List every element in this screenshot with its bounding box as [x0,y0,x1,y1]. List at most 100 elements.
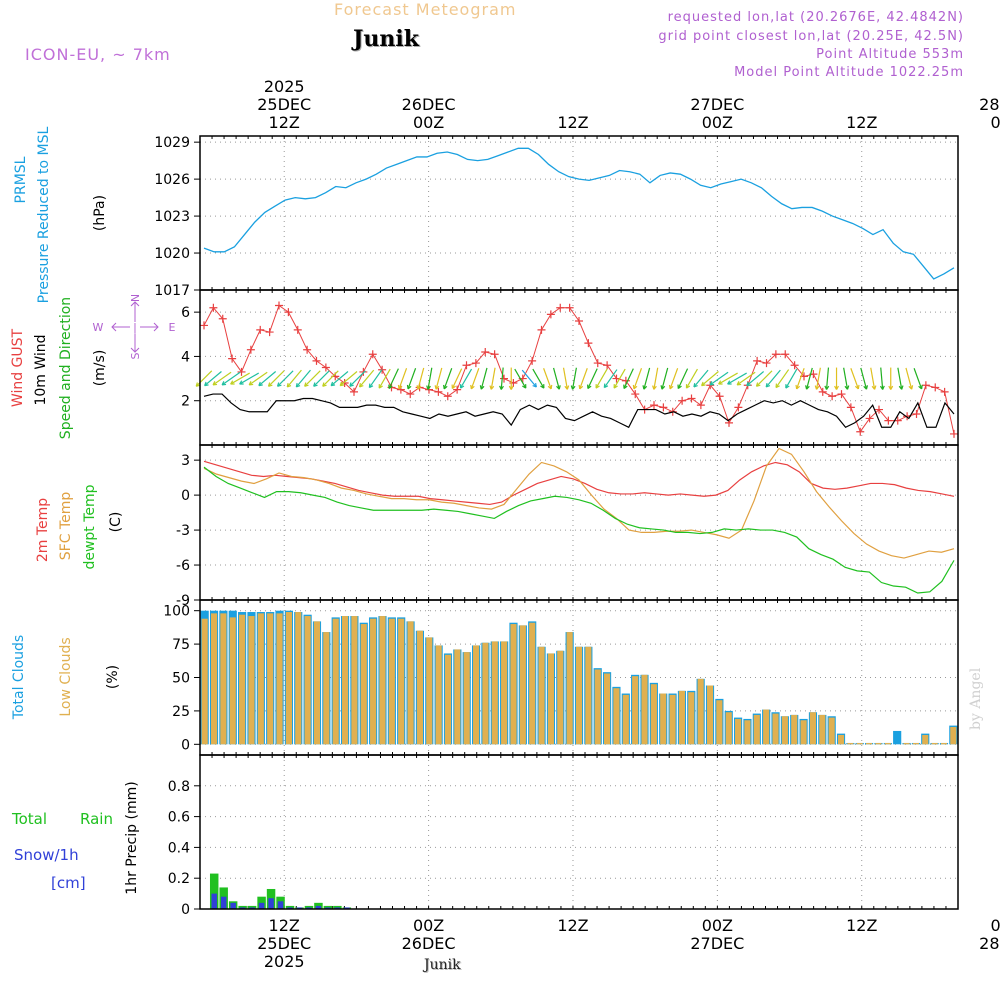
low-cloud-bar [547,653,555,745]
low-cloud-bar [828,717,835,745]
wind-arrow-head [660,385,666,390]
low-cloud-bar [482,642,489,745]
gust-marker [950,429,958,438]
top-time-label: 00Z [413,113,444,132]
wind-arrow-head [834,385,839,390]
wind-arrow-head [775,383,780,389]
wind-direction-arrow [239,372,260,385]
low-cloud-bar [332,618,339,745]
snow-bar [211,893,217,909]
wind-arrow-head [532,382,537,388]
wind-direction-arrow [661,367,669,390]
low-cloud-bar [444,654,452,745]
wind-arrow-head [295,382,301,388]
gust-marker [218,314,227,323]
rain-bar [304,905,314,909]
gust-marker [912,410,921,418]
wind-direction-arrow [815,367,821,390]
compass-center: | [133,321,137,334]
low-cloud-bar [688,692,695,745]
low-cloud-bar [407,621,414,745]
wind-direction-arrow [470,368,480,390]
wind-arrow-head [451,384,456,390]
gust-marker [940,387,949,396]
wind-direction-arrow [805,367,813,390]
wind-direction-arrow [727,372,747,385]
wind-direction-arrow [825,367,830,390]
precip-axis-label: 1hr Precip (mm) [124,781,140,894]
wind-direction-arrow [195,370,213,387]
wind-arrow-head [304,382,309,387]
gust-marker [528,356,537,365]
wind-arrow-head [746,381,751,387]
panel-frame [199,135,959,291]
low-cloud-bar [566,632,573,745]
wind-arrow-head [339,381,345,387]
gust-marker [500,374,508,383]
wind-direction-arrow [756,370,773,387]
wind-arrow-head [286,382,292,388]
low-cloud-bar [716,700,723,745]
wind-direction-arrow [435,367,443,390]
wind-direction-arrow [552,367,560,390]
wind-direction-arrow [388,368,399,389]
wind-arrow-head [587,384,592,390]
low-cloud-bar [379,616,386,745]
panel-label-wind: Speed and Direction [58,297,74,439]
rain-bar [323,905,333,909]
gust-marker [359,367,368,376]
low-cloud-bar [613,688,620,745]
gust-marker [631,390,640,399]
wind-direction-arrow [359,369,375,388]
compass-w: W [93,321,104,334]
wind-speed-line [203,393,955,429]
low-cloud-bar [360,624,367,745]
gust-marker [462,361,471,370]
panel-temperature: -9 -6 -3 0 3 2m Temp SFC Temp dewpt Temp (C) [35,444,959,609]
wind-arrow-head [824,385,830,390]
wind-direction-arrow [248,371,268,386]
y-tick-label: 2 [181,394,190,410]
wind-arrow-head [898,385,904,390]
gust-marker [687,394,696,403]
wind-direction-arrow [775,369,790,388]
wind-arrow-head [570,385,576,390]
gust-marker [584,339,593,348]
gust-marker [537,325,546,334]
low-cloud-bar [285,612,292,745]
wind-arrow-head [406,384,412,390]
wind-direction-arrow [543,368,552,390]
y-tick-label: 0 [181,737,190,753]
wind-direction-arrow [460,368,473,389]
panel-label-temperature: SFC Temp [58,492,74,561]
low-cloud-bar [257,613,264,745]
gust-marker [490,350,499,359]
wind-arrow-head [668,384,674,390]
gust-marker [678,396,687,405]
low-cloud-bar [950,726,957,745]
y-tick-label: 0.8 [168,779,190,795]
legend-snow: Snow/1h [14,846,79,864]
wind-arrow-head [459,384,465,389]
low-cloud-bar [856,742,863,745]
gust-marker [209,303,218,312]
wind-direction-arrow [897,367,903,390]
wind-arrow-head [642,385,648,390]
wind-direction-arrow [562,367,568,390]
snow-bar [268,898,274,909]
wind-direction-arrow [378,368,391,389]
snow-bar [296,907,303,909]
wind-arrow-head [322,382,327,387]
gust-marker [575,317,583,325]
gust-marker [884,416,893,425]
low-cloud-bar [491,641,498,745]
wind-direction-arrow [571,367,577,390]
wind-direction-arrow [623,368,634,389]
panel-label-clouds: Total Clouds [11,635,27,720]
legend-total: Total [11,810,47,828]
wind-arrow-head [736,381,742,386]
rain-bar [209,873,219,909]
wind-direction-arrow [521,369,537,388]
low-cloud-bar [706,685,714,745]
